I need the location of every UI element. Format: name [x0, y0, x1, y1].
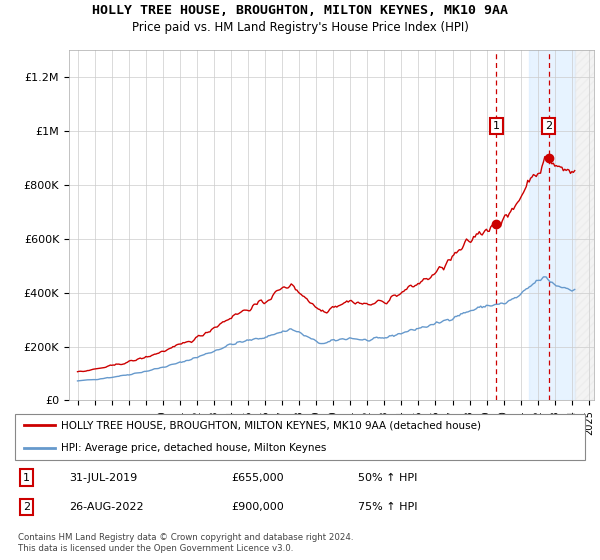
Text: 2: 2 — [23, 502, 30, 512]
Text: HOLLY TREE HOUSE, BROUGHTON, MILTON KEYNES, MK10 9AA (detached house): HOLLY TREE HOUSE, BROUGHTON, MILTON KEYN… — [61, 420, 481, 430]
Text: £655,000: £655,000 — [231, 473, 284, 483]
Text: 26-AUG-2022: 26-AUG-2022 — [70, 502, 144, 512]
Text: HOLLY TREE HOUSE, BROUGHTON, MILTON KEYNES, MK10 9AA: HOLLY TREE HOUSE, BROUGHTON, MILTON KEYN… — [92, 4, 508, 17]
Text: £900,000: £900,000 — [231, 502, 284, 512]
Text: 75% ↑ HPI: 75% ↑ HPI — [358, 502, 417, 512]
FancyBboxPatch shape — [15, 414, 585, 460]
Text: 1: 1 — [493, 121, 500, 131]
Text: 50% ↑ HPI: 50% ↑ HPI — [358, 473, 417, 483]
Text: Contains HM Land Registry data © Crown copyright and database right 2024.
This d: Contains HM Land Registry data © Crown c… — [18, 533, 353, 553]
Text: 2: 2 — [545, 121, 553, 131]
Bar — [575, 50, 598, 400]
Text: Price paid vs. HM Land Registry's House Price Index (HPI): Price paid vs. HM Land Registry's House … — [131, 21, 469, 34]
Bar — [529, 50, 575, 400]
Text: 1: 1 — [23, 473, 30, 483]
Text: HPI: Average price, detached house, Milton Keynes: HPI: Average price, detached house, Milt… — [61, 444, 326, 454]
Text: 31-JUL-2019: 31-JUL-2019 — [70, 473, 138, 483]
